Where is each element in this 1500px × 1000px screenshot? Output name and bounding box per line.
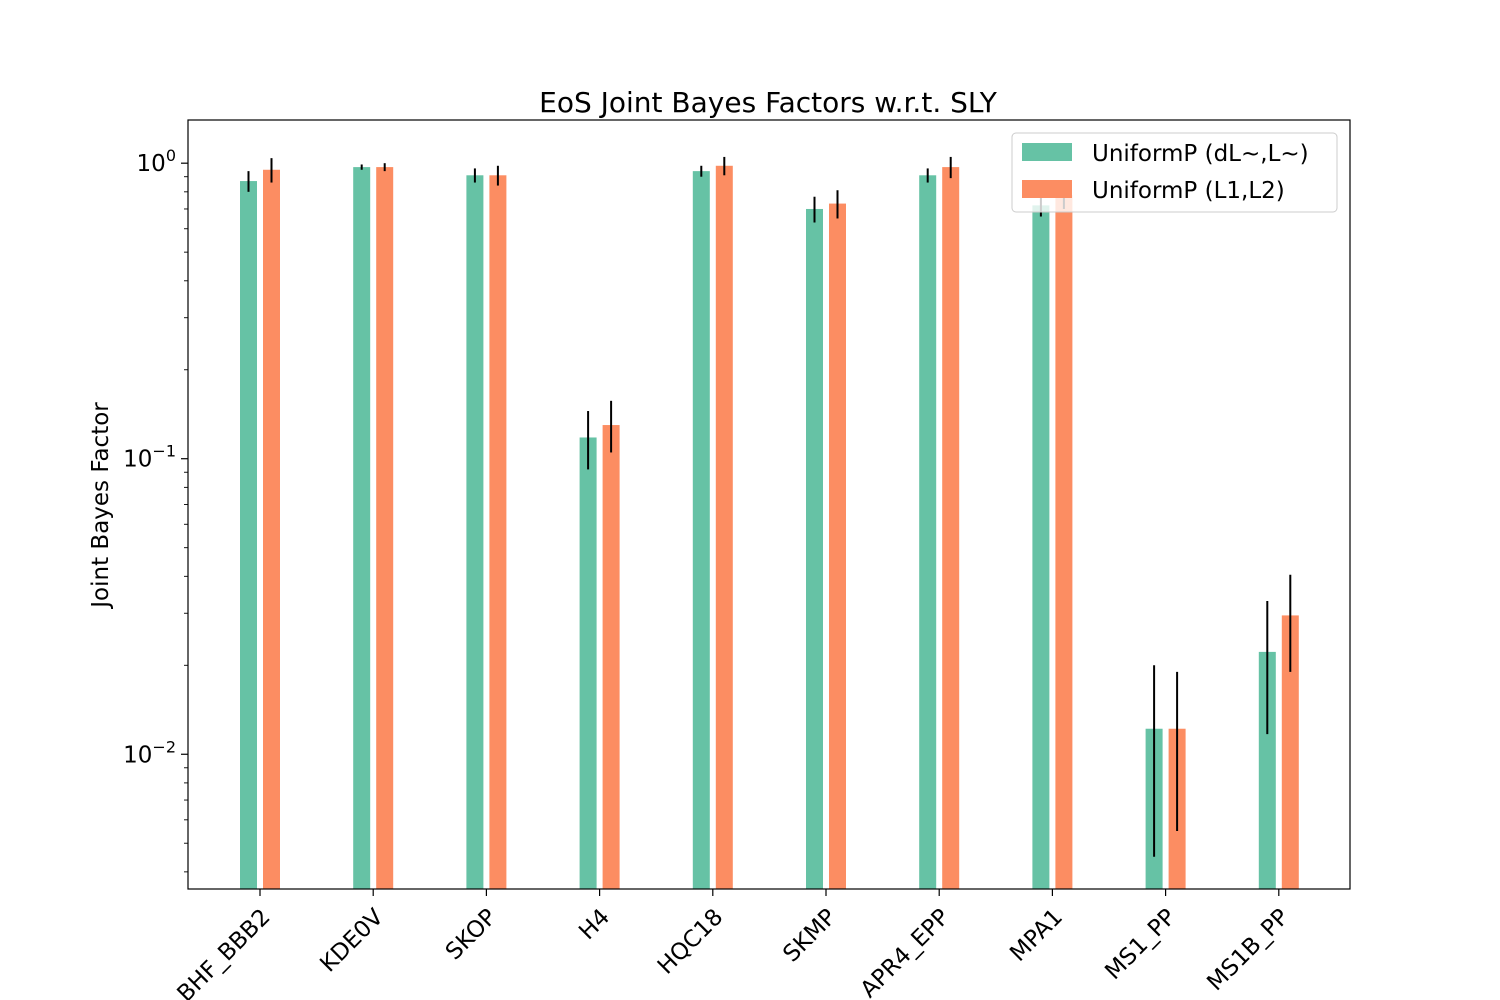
bar-1-BHF_BBB2 — [240, 181, 257, 889]
bar-2-MPA1 — [1055, 195, 1073, 889]
bar-2-KDE0V — [376, 167, 394, 889]
bar-2-SKMP — [829, 203, 846, 889]
legend-swatch-series-2 — [1022, 180, 1072, 198]
bar-1-KDE0V — [353, 167, 371, 889]
bar-2-BHF_BBB2 — [263, 169, 280, 889]
y-tick-label: 100 — [137, 146, 176, 177]
legend-label-series-2: UniformP (L1,L2) — [1092, 178, 1285, 204]
bar-1-MPA1 — [1032, 205, 1050, 889]
legend-swatch-series-1 — [1022, 143, 1072, 161]
bar-1-HQC18 — [692, 171, 710, 889]
legend-label-series-1: UniformP (dL~,L~) — [1092, 141, 1309, 167]
bar-1-SKMP — [806, 208, 823, 890]
x-tick-label: SKMP — [778, 904, 841, 967]
x-tick-label: H4 — [574, 904, 615, 945]
x-tick-label: MPA1 — [1005, 904, 1068, 967]
x-tick-label: MS1_PP — [1100, 904, 1181, 985]
bar-1-APR4_EPP — [919, 175, 937, 890]
y-tick-label: 10−1 — [123, 442, 176, 473]
bar-2-APR4_EPP — [942, 167, 960, 889]
bar-1-MS1B_PP — [1258, 651, 1276, 889]
y-axis-label: Joint Bayes Factor — [88, 402, 114, 610]
bar-2-SKOP — [489, 175, 507, 890]
bar-1-H4 — [579, 437, 597, 889]
x-tick-label: SKOP — [441, 904, 502, 965]
x-tick-label: BHF_BBB2 — [172, 904, 275, 1000]
y-tick-label: 10−2 — [123, 737, 176, 768]
legend-box — [1011, 132, 1338, 213]
x-tick-label: APR4_EPP — [856, 904, 955, 1000]
x-tick-label: HQC18 — [653, 904, 728, 979]
plot-area — [240, 156, 1299, 890]
bar-1-SKOP — [466, 175, 484, 890]
bar-2-H4 — [602, 425, 620, 889]
bar-2-HQC18 — [715, 165, 733, 890]
x-tick-label: KDE0V — [315, 904, 389, 978]
x-tick-label: MS1B_PP — [1202, 904, 1294, 996]
bar-2-MS1B_PP — [1281, 615, 1299, 889]
chart-title: EoS Joint Bayes Factors w.r.t. SLY — [539, 86, 998, 119]
legend: UniformP (dL~,L~) UniformP (L1,L2) — [1011, 132, 1338, 213]
